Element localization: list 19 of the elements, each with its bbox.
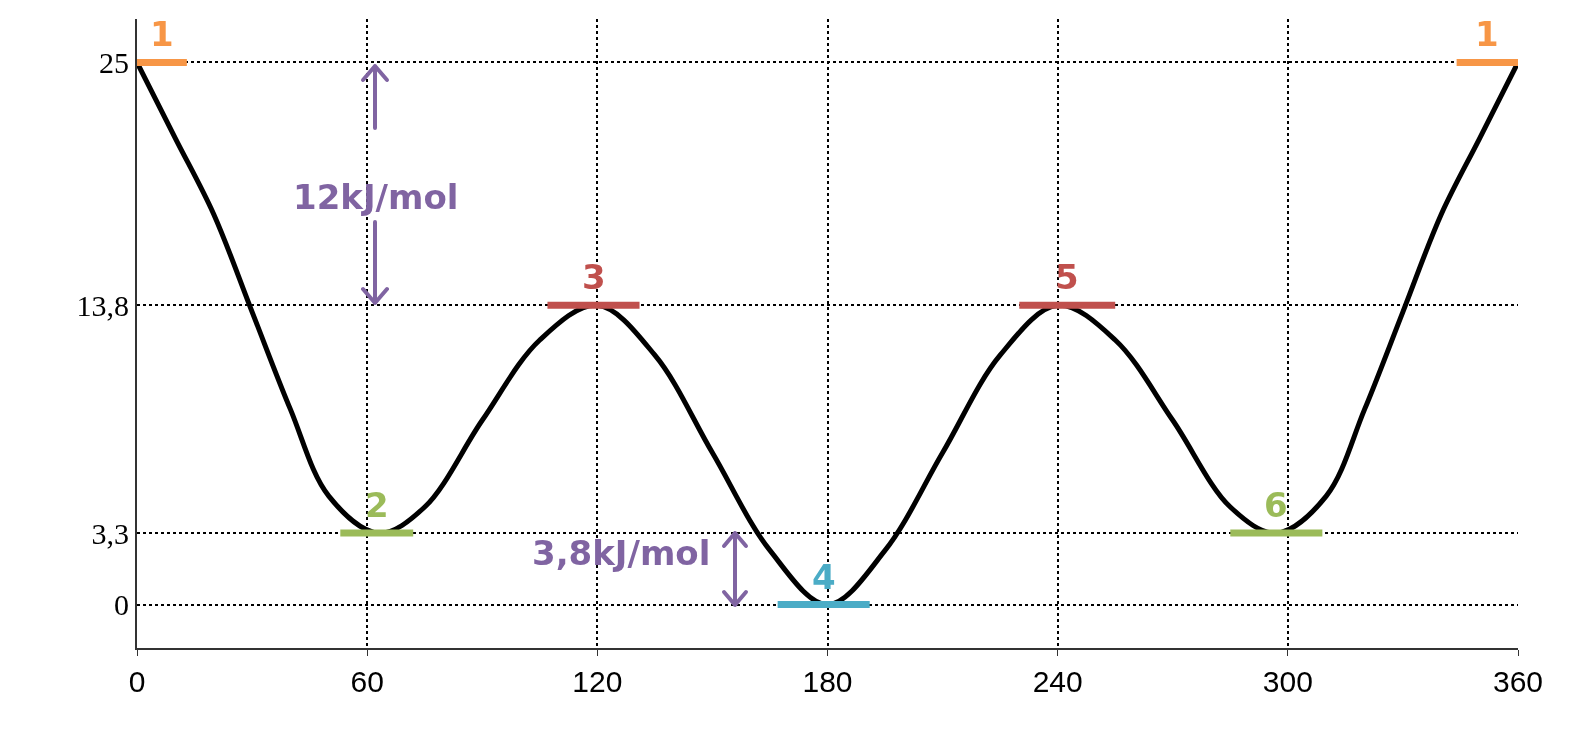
annotation: 12kJ/mol — [293, 177, 459, 217]
x-tick-label: 120 — [572, 665, 623, 698]
series-label: 1 — [150, 14, 174, 54]
x-tick-label: 60 — [350, 665, 384, 698]
x-tick-label: 300 — [1262, 665, 1313, 698]
x-tick-label: 240 — [1032, 665, 1083, 698]
x-tick-label: 360 — [1492, 665, 1544, 698]
y-tick-label: 25 — [99, 45, 129, 79]
series-label: 2 — [365, 485, 389, 525]
series-label: 6 — [1264, 485, 1288, 525]
series-label: 1 — [1475, 14, 1499, 54]
y-tick-label: 0 — [114, 588, 129, 622]
series-label: 5 — [1055, 257, 1079, 297]
x-tick-label: 180 — [802, 665, 853, 698]
y-tick-label: 13,8 — [76, 288, 129, 322]
y-tick-label: 3,3 — [91, 516, 129, 550]
annotation: 3,8kJ/mol — [532, 533, 711, 573]
series-label: 3 — [582, 257, 606, 297]
series-label: 4 — [812, 557, 836, 597]
